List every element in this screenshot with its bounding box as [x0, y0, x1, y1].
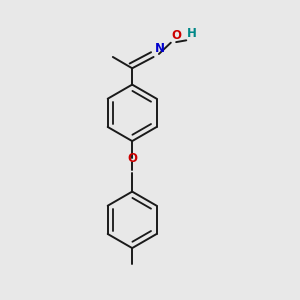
Text: N: N [154, 43, 164, 56]
Text: O: O [171, 29, 182, 42]
Text: H: H [187, 27, 197, 40]
Text: O: O [127, 152, 137, 165]
